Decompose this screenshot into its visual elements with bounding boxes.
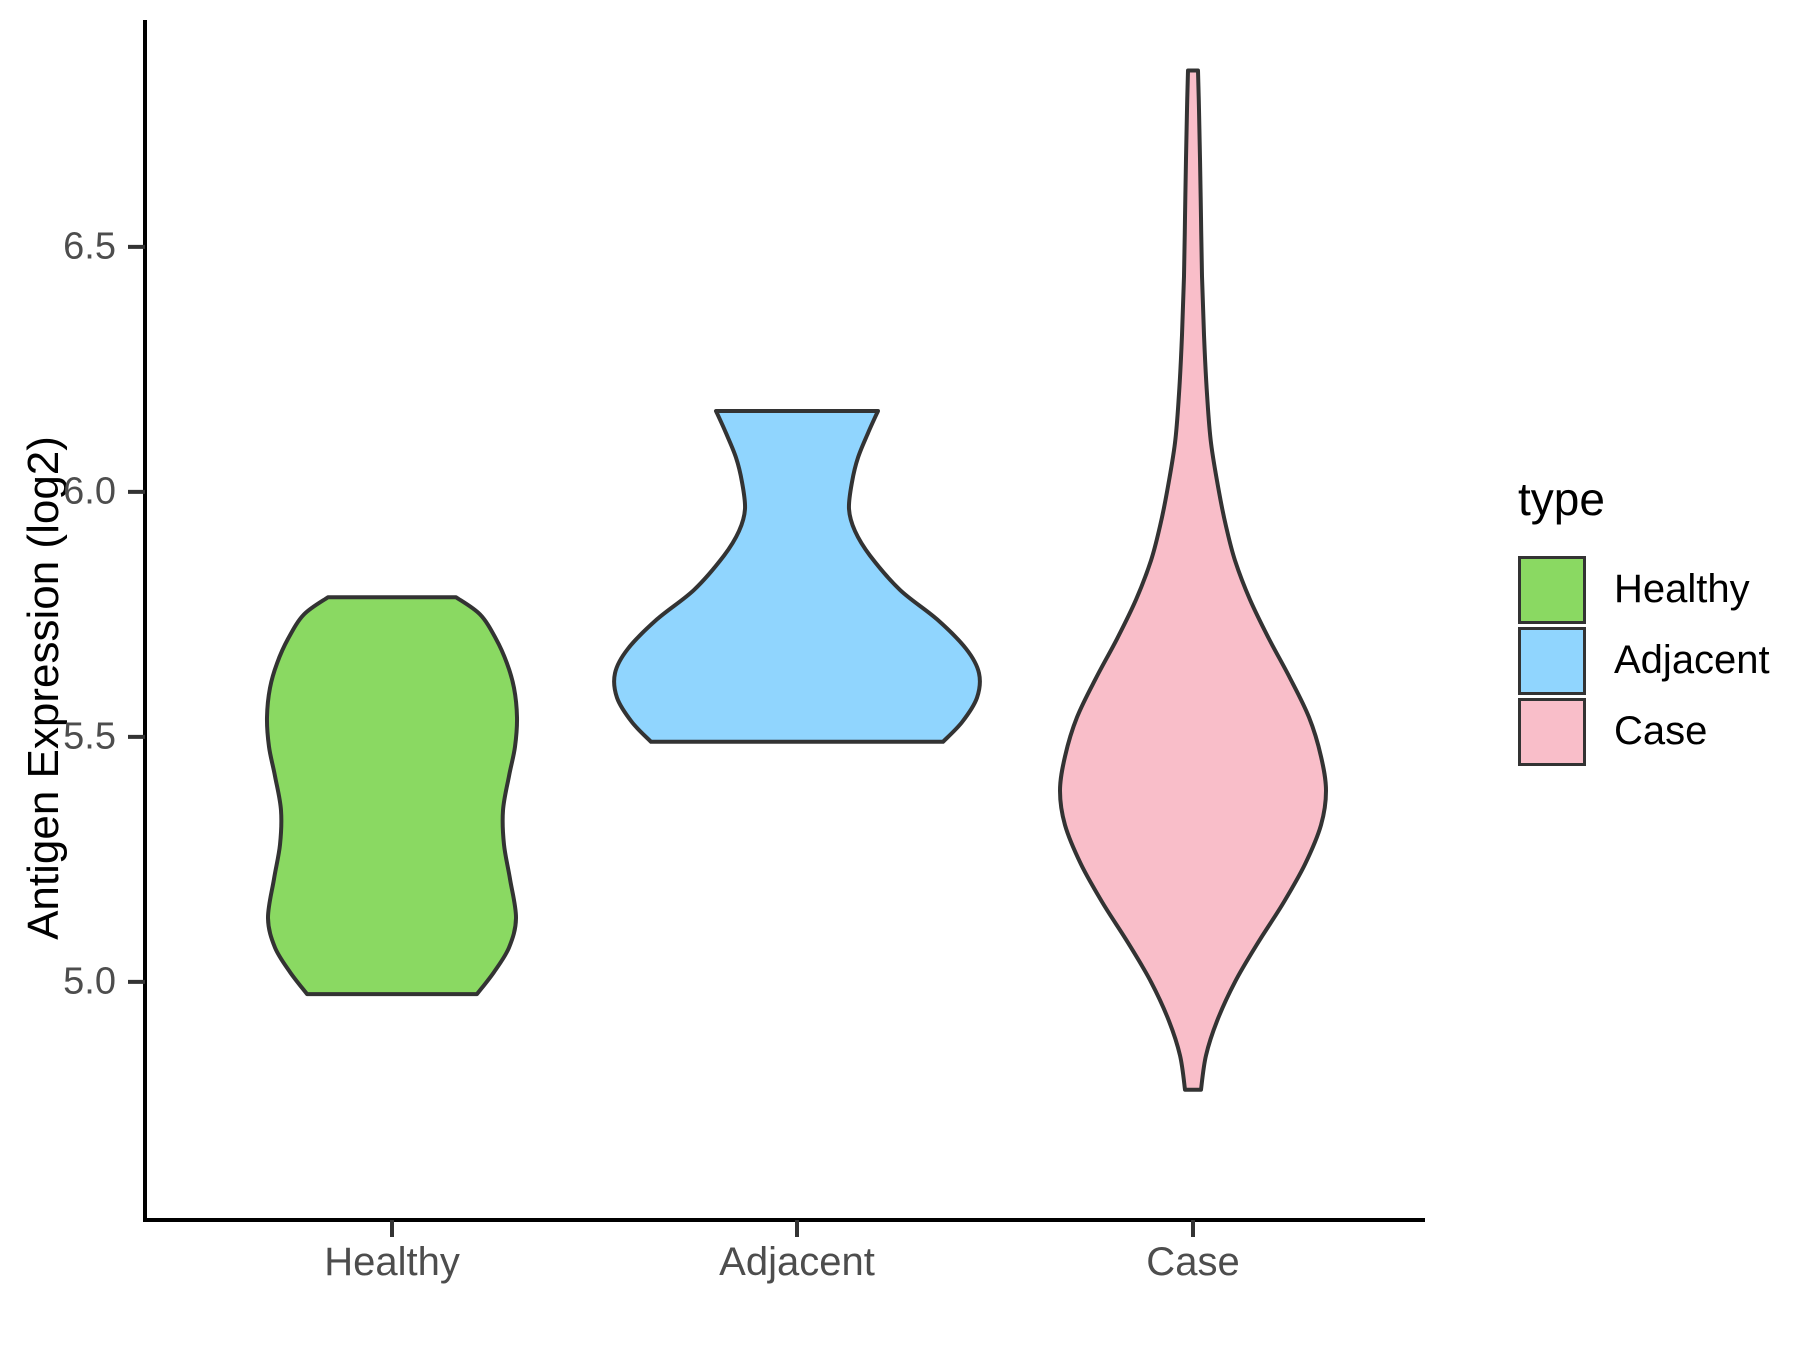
legend-key-swatch-adjacent xyxy=(1518,626,1586,695)
legend-item-adjacent: Adjacent xyxy=(1518,625,1770,696)
legend-item-case: Case xyxy=(1518,696,1770,767)
legend-item-healthy: Healthy xyxy=(1518,554,1770,625)
legend-key-swatch-healthy xyxy=(1518,555,1586,624)
violin-adjacent xyxy=(612,409,982,744)
y-tick-label: 6.0 xyxy=(63,470,116,513)
y-tick-label: 5.5 xyxy=(63,715,116,758)
legend-label-healthy: Healthy xyxy=(1614,567,1750,611)
violin-healthy xyxy=(264,595,520,997)
y-tick-label: 5.0 xyxy=(63,960,116,1003)
x-tick-label-case: Case xyxy=(1146,1240,1240,1284)
legend-label-adjacent: Adjacent xyxy=(1614,638,1770,682)
violin-case xyxy=(1058,68,1328,1092)
legend-title: type xyxy=(1518,473,1605,525)
y-tick-label: 6.5 xyxy=(63,225,116,268)
legend-label-case: Case xyxy=(1614,709,1708,753)
legend: type Healthy Adjacent Case xyxy=(1518,472,1770,767)
x-tick-label-healthy: Healthy xyxy=(324,1240,460,1284)
legend-key-swatch-case xyxy=(1518,697,1586,766)
x-tick-label-adjacent: Adjacent xyxy=(719,1240,875,1284)
